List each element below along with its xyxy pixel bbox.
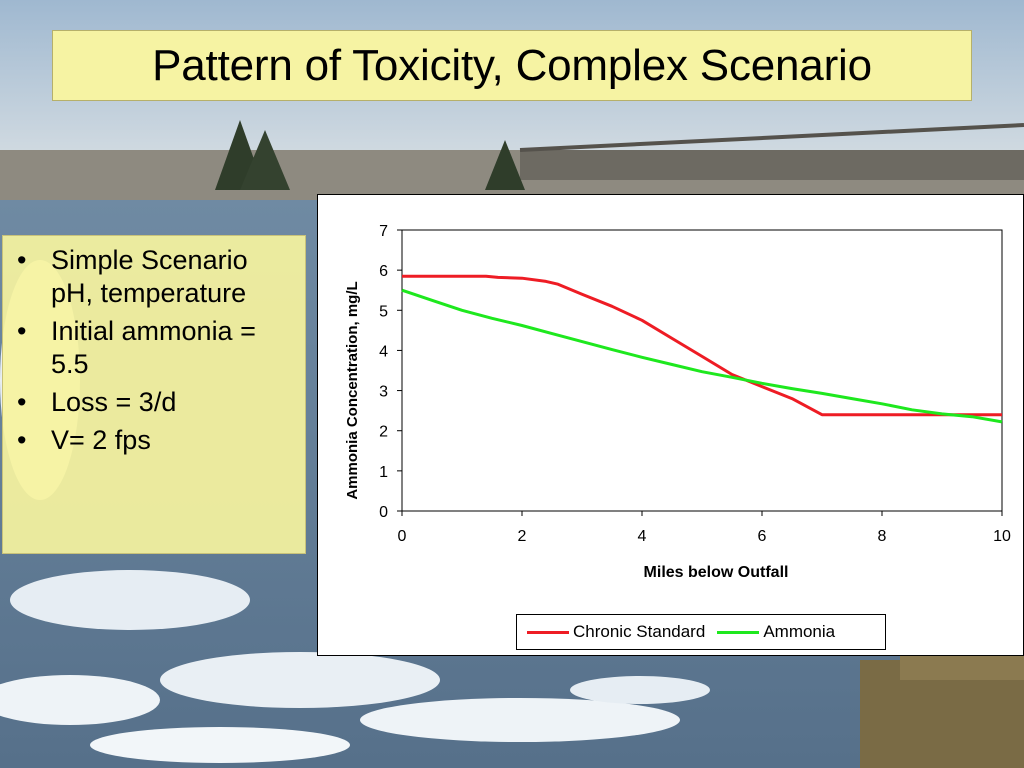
bullet-marker: • <box>17 387 27 417</box>
series-line-ammonia <box>401 288 1003 424</box>
y-tick-label: 3 <box>379 384 388 401</box>
y-tick-label: 4 <box>379 343 388 360</box>
bullet-text: Loss = 3/d <box>51 387 177 417</box>
legend-swatch <box>527 630 569 634</box>
bullet-text: V= 2 fps <box>51 425 151 455</box>
x-tick-label: 4 <box>638 528 647 545</box>
chart-legend: Chronic Standard Ammonia <box>516 614 886 650</box>
x-tick-label: 0 <box>398 528 407 545</box>
y-tick-label: 7 <box>379 223 388 240</box>
bullet-marker: • <box>17 245 27 275</box>
bullet-text: Simple Scenario pH, temperature <box>51 245 248 308</box>
legend-item-chronic: Chronic Standard <box>527 622 705 642</box>
legend-label: Chronic Standard <box>573 622 706 641</box>
y-tick-label: 2 <box>379 424 388 441</box>
bullet-marker: • <box>17 316 27 346</box>
x-tick-label: 8 <box>878 528 887 545</box>
x-axis-label: Miles below Outfall <box>644 564 789 581</box>
plot-area-frame <box>401 229 1003 512</box>
bullet-list: • Simple Scenario pH, temperature • Init… <box>17 244 291 457</box>
slide-title: Pattern of Toxicity, Complex Scenario <box>152 40 872 90</box>
legend-item-ammonia: Ammonia <box>717 622 835 642</box>
bullet-panel: • Simple Scenario pH, temperature • Init… <box>2 235 306 554</box>
x-tick-label: 6 <box>758 528 767 545</box>
line-chart: 0 1 2 3 4 5 6 7 0 2 4 6 8 10 Miles below Outfall Ammoni… <box>344 223 1011 581</box>
chart-panel: 0 1 2 3 4 5 6 7 0 2 4 6 8 10 Miles below Outfall Ammoni… <box>317 194 1024 656</box>
bullet-item: • Loss = 3/d <box>17 386 291 419</box>
y-axis-label: Ammonia Concentration, mg/L <box>344 281 361 499</box>
x-tick-label: 10 <box>993 528 1011 545</box>
bullet-item: • Initial ammonia = 5.5 <box>17 315 291 381</box>
slide-title-box: Pattern of Toxicity, Complex Scenario <box>52 30 972 101</box>
y-tick-label: 5 <box>379 303 388 320</box>
legend-label: Ammonia <box>763 622 836 641</box>
x-tick-label: 2 <box>518 528 527 545</box>
bullet-item: • Simple Scenario pH, temperature <box>17 244 291 310</box>
bullet-text: Initial ammonia = 5.5 <box>51 316 256 379</box>
legend-swatch <box>717 630 760 634</box>
bullet-item: • V= 2 fps <box>17 424 291 457</box>
series-line-chronic-standard <box>402 274 1002 417</box>
y-tick-label: 6 <box>379 263 388 280</box>
y-tick-label: 1 <box>379 464 388 481</box>
y-tick-label: 0 <box>379 504 388 521</box>
bullet-marker: • <box>17 425 27 455</box>
